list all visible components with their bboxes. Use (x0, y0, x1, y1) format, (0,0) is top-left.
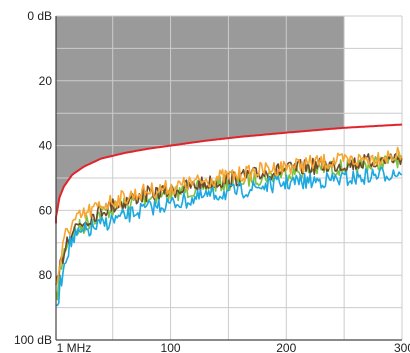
y-tick-label: 80 (39, 268, 53, 282)
y-tick-label: 100 dB (14, 333, 52, 347)
shaded-limit-region (56, 16, 345, 217)
series-line-4 (55, 166, 403, 307)
y-tick-label: 40 (39, 139, 53, 153)
x-axis-ticks: 1 MHz 100 200 300 (57, 341, 410, 353)
plot-area (55, 15, 403, 341)
y-tick-label: 20 (39, 74, 53, 88)
x-tick-label: 300 (394, 341, 410, 353)
y-axis-ticks: 0 dB 20 40 60 80 100 dB (14, 9, 52, 347)
series-line-3 (55, 146, 403, 285)
y-tick-label: 0 dB (27, 9, 52, 23)
x-tick-label: 100 (161, 341, 181, 353)
x-tick-label: 200 (276, 341, 296, 353)
y-tick-label: 60 (39, 203, 53, 217)
limit-line (55, 123, 403, 224)
x-tick-label: 1 MHz (57, 341, 92, 353)
